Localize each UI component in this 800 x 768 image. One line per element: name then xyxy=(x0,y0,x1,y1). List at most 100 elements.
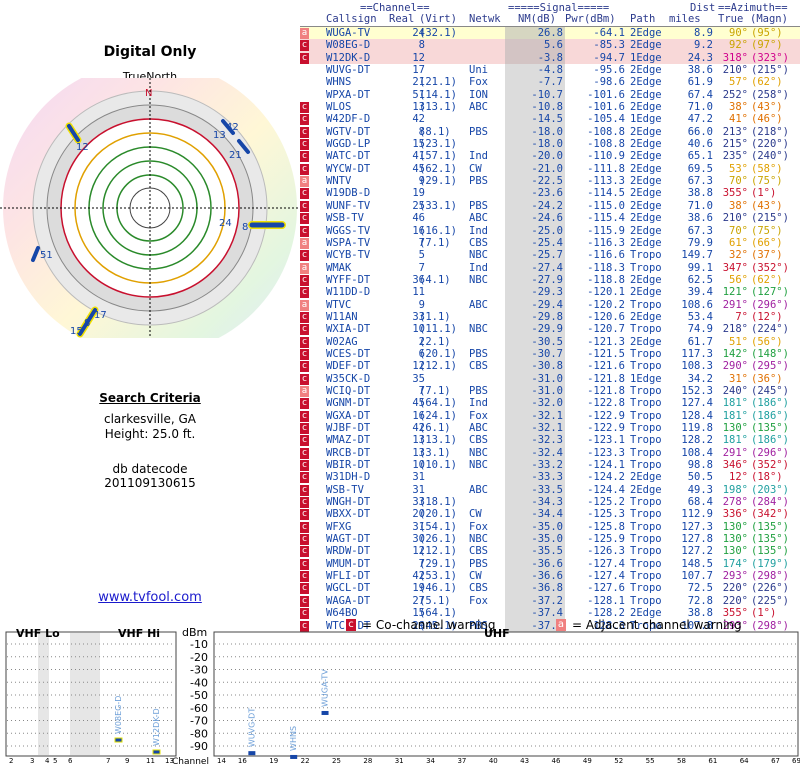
callsign-link[interactable]: W12DK-D xyxy=(326,51,371,64)
col-true[interactable]: True xyxy=(718,13,744,25)
power-dbm: -127.4 xyxy=(587,570,625,583)
callsign-link[interactable]: WAGA-DT xyxy=(326,594,371,607)
callsign-link[interactable]: WCYB-TV xyxy=(326,249,371,262)
callsign-link[interactable]: WRDW-DT xyxy=(326,545,371,558)
table-row: c WMAZ-DT 13 (13.1) CBS -32.3 -123.1 Tropo 128.2… xyxy=(300,434,800,447)
channel-real: 42 xyxy=(412,570,425,583)
callsign-link[interactable]: WRCB-DT xyxy=(326,446,371,459)
network: CBS xyxy=(469,434,488,447)
callsign-link[interactable]: WSB-TV xyxy=(326,212,364,225)
callsign-link[interactable]: WUGA-TV xyxy=(326,27,371,39)
power-dbm: -123.1 xyxy=(587,434,625,447)
callsign-link[interactable]: WNTV xyxy=(326,175,352,188)
network: Fox xyxy=(469,520,488,533)
callsign-link[interactable]: WDEF-DT xyxy=(326,360,371,373)
uhf-tick: 64 xyxy=(740,757,749,765)
callsign-link[interactable]: W11DD-D xyxy=(326,286,371,299)
callsign-link[interactable]: WCES-DT xyxy=(326,347,371,360)
col-path[interactable]: Path xyxy=(630,13,656,25)
distance-miles: 99.1 xyxy=(687,261,713,274)
callsign-link[interactable]: W08EG-D xyxy=(326,39,371,52)
callsign-link[interactable]: WLOS xyxy=(326,101,352,114)
callsign-link[interactable]: W02AG xyxy=(326,335,358,348)
callsign-link[interactable]: WATC-DT xyxy=(326,150,371,163)
callsign-link[interactable]: WXIA-DT xyxy=(326,323,371,336)
col-magn[interactable]: (Magn) xyxy=(750,13,788,25)
callsign-link[interactable]: WTVC xyxy=(326,298,352,311)
col-miles[interactable]: miles xyxy=(669,13,701,25)
callsign-link[interactable]: W31DH-D xyxy=(326,471,371,484)
callsign-link[interactable]: WAGT-DT xyxy=(326,533,371,546)
callsign-link[interactable]: WBIR-DT xyxy=(326,459,371,472)
callsign-link[interactable]: WGGD-LP xyxy=(326,138,371,151)
cochannel-warning-badge: c xyxy=(300,571,309,583)
callsign-link[interactable]: WPXA-DT xyxy=(326,88,371,101)
signal-bar-label: WUGA-TV xyxy=(321,669,330,707)
callsign-link[interactable]: WGGS-TV xyxy=(326,224,371,237)
distance-miles: 127.4 xyxy=(681,397,713,410)
nm-db: -33.5 xyxy=(531,483,563,496)
callsign-link[interactable]: WFLI-DT xyxy=(326,570,371,583)
distance-miles: 107.7 xyxy=(681,570,713,583)
callsign-link[interactable]: W64BO xyxy=(326,607,358,620)
path: Tropo xyxy=(630,347,662,360)
path: 2Edge xyxy=(630,224,662,237)
col-real[interactable]: Real xyxy=(389,13,415,25)
path: Tropo xyxy=(630,298,662,311)
callsign-link[interactable]: W19DB-D xyxy=(326,187,371,200)
callsign-link[interactable]: WMUM-DT xyxy=(326,557,371,570)
azimuth-true: 213° xyxy=(722,125,748,138)
callsign-link[interactable]: WFXG xyxy=(326,520,352,533)
callsign-link[interactable]: WNGH-DT xyxy=(326,496,371,509)
path: Tropo xyxy=(630,533,662,546)
col-virt[interactable]: (Virt) xyxy=(419,13,457,25)
callsign-link[interactable]: WGTV-DT xyxy=(326,125,371,138)
distance-miles: 24.3 xyxy=(687,51,713,64)
callsign-link[interactable]: WSPA-TV xyxy=(326,236,371,249)
callsign-link[interactable]: WCIQ-DT xyxy=(326,384,371,397)
callsign-link[interactable]: WGCL-DT xyxy=(326,582,371,595)
table-row: WHNS 21 (21.1) Fox -7.7 -98.6 2Edge 61.9 57° (62°… xyxy=(300,76,800,89)
callsign-link[interactable]: WBXX-DT xyxy=(326,508,371,521)
callsign-link[interactable]: W42DF-D xyxy=(326,113,371,126)
callsign-link[interactable]: WUNF-TV xyxy=(326,199,371,212)
table-row: c WRDW-DT 12 (12.1) CBS -35.5 -126.3 Tropo 127.2… xyxy=(300,545,800,558)
adjacent-warning-badge: a xyxy=(300,237,309,249)
callsign-link[interactable]: WUVG-DT xyxy=(326,64,371,77)
table-row: WUVG-DT 17 Uni -4.8 -95.6 2Edge 38.6 210° (215°) xyxy=(300,64,800,77)
power-dbm: -128.2 xyxy=(587,607,625,620)
callsign-link[interactable]: WYCW-DT xyxy=(326,162,371,175)
nm-db: 26.8 xyxy=(537,27,563,39)
nm-db: -27.4 xyxy=(531,261,563,274)
callsign-link[interactable]: WGNM-DT xyxy=(326,397,371,410)
channel-real: 13 xyxy=(412,446,425,459)
callsign-link[interactable]: W11AN xyxy=(326,310,358,323)
col-pwr[interactable]: Pwr(dBm) xyxy=(565,13,616,25)
callsign-link[interactable]: WGXA-DT xyxy=(326,409,371,422)
distance-miles: 8.9 xyxy=(694,27,713,39)
power-dbm: -120.2 xyxy=(587,298,625,311)
callsign-link[interactable]: W35CK-D xyxy=(326,372,371,385)
channel-virt: (46.1) xyxy=(419,582,457,595)
callsign-link[interactable]: WMAZ-DT xyxy=(326,434,371,447)
col-callsign[interactable]: Callsign xyxy=(326,13,377,25)
dbm-tick: -50 xyxy=(190,689,208,702)
distance-miles: 38.8 xyxy=(687,607,713,620)
cochannel-warning-badge: c xyxy=(300,287,309,299)
tvfool-link[interactable]: www.tvfool.com xyxy=(98,590,202,605)
callsign-link[interactable]: WJBF-DT xyxy=(326,422,371,434)
power-dbm: -94.7 xyxy=(593,51,625,64)
cochannel-warning-badge: c xyxy=(300,102,309,114)
distance-miles: 53.4 xyxy=(687,310,713,323)
vhf-tick: 3 xyxy=(30,757,34,765)
power-dbm: -125.2 xyxy=(587,496,625,509)
callsign-link[interactable]: WHNS xyxy=(326,76,352,89)
distance-miles: 62.5 xyxy=(687,273,713,286)
col-netwk[interactable]: Netwk xyxy=(469,13,501,25)
col-nm[interactable]: NM(dB) xyxy=(518,13,556,25)
network: PBS xyxy=(469,384,488,397)
path: 2Edge xyxy=(630,607,662,620)
callsign-link[interactable]: WYFF-DT xyxy=(326,273,371,286)
callsign-link[interactable]: WSB-TV xyxy=(326,483,364,496)
callsign-link[interactable]: WMAK xyxy=(326,261,352,274)
